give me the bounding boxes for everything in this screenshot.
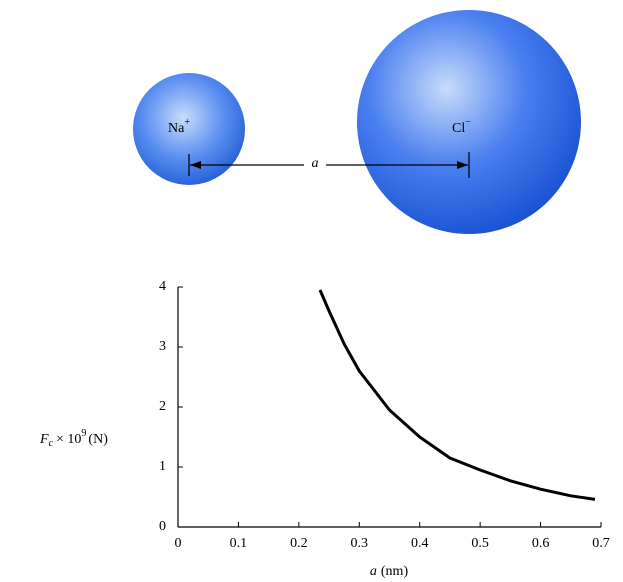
y-axis-label: Fc × 109 (N) (39, 428, 108, 449)
y-tick-label: 2 (159, 399, 166, 414)
curve (318, 289, 596, 501)
sodium-ion (133, 73, 245, 185)
x-tick-label: 0 (175, 536, 182, 551)
x-tick-label: 0.3 (351, 536, 369, 551)
y-tick-label: 1 (159, 459, 166, 474)
y-tick-label: 4 (159, 279, 166, 294)
ion-label: Cl− (452, 117, 471, 136)
distance-arrow (188, 152, 470, 178)
x-tick-label: 0.7 (592, 536, 610, 551)
x-axis-label: a (nm) (370, 564, 409, 579)
distance-label: a (312, 156, 319, 171)
ion-label: Na+ (168, 117, 190, 136)
x-tick-label: 0.4 (411, 536, 429, 551)
chart: Fc × 109 (N) a (nm) 0 0.1 0.2 0.3 0.4 0.5 0.6 0.7 0… (39, 279, 610, 579)
x-tick-label: 0.1 (230, 536, 248, 551)
y-tick-label: 3 (159, 339, 166, 354)
y-tick-label: 0 (159, 519, 166, 534)
chlorine-ion (357, 10, 581, 234)
x-tick-label: 0.2 (290, 536, 308, 551)
x-tick-label: 0.5 (471, 536, 489, 551)
x-tick-label: 0.6 (532, 536, 550, 551)
